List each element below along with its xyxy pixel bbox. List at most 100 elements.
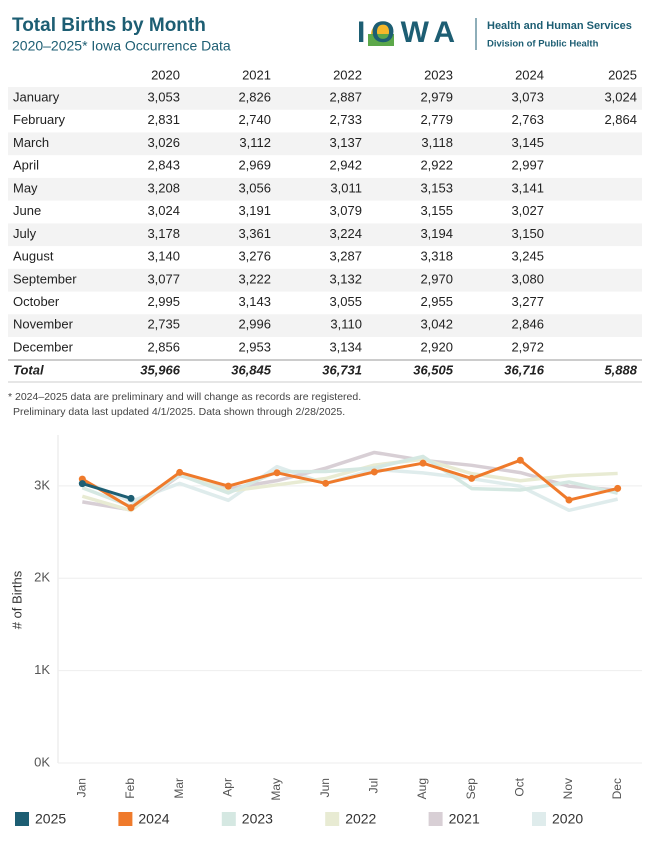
cell: 2,979 [420, 89, 453, 104]
legend-label: 2025 [35, 811, 66, 827]
cell: 3,191 [238, 203, 271, 218]
row-label: June [13, 203, 41, 218]
cell: 3,042 [420, 317, 453, 332]
legend-swatch [325, 812, 340, 826]
cell: 3,153 [420, 180, 453, 195]
point [176, 468, 184, 476]
cell: 2,831 [147, 112, 180, 127]
cell: 2,922 [420, 158, 453, 173]
row-label: October [13, 294, 60, 309]
chart: 0K 1K 2K 3K Jan Feb Mar Apr May Jun Jul Aug Sep Oct No… [34, 435, 642, 801]
cell: 3,224 [329, 226, 362, 241]
point [419, 459, 427, 467]
y-axis-label: # of Births [9, 570, 24, 629]
cell: 2,920 [420, 339, 453, 354]
legend-label: 2021 [449, 811, 480, 827]
y-tick-label: 1K [34, 662, 50, 677]
x-tick-label: Apr [221, 778, 235, 797]
column-header: 2023 [424, 67, 453, 82]
cell: 3,024 [604, 89, 637, 104]
cell: 2,856 [147, 339, 180, 354]
division: Division of Public Health [487, 39, 599, 50]
x-tick-label: Dec [610, 778, 624, 799]
legend-swatch [118, 812, 133, 826]
x-tick-label: Aug [415, 778, 429, 799]
total-cell: 36,716 [504, 362, 545, 377]
subtitle: 2020–2025* Iowa Occurrence Data [12, 38, 231, 54]
series-line [81, 458, 619, 510]
cell: 3,026 [147, 135, 180, 150]
cell: 3,053 [147, 89, 180, 104]
note: Preliminary data last updated 4/1/2025. … [13, 406, 345, 418]
cell: 2,826 [238, 89, 271, 104]
row-shade [8, 223, 642, 247]
point [224, 482, 232, 490]
point [78, 480, 86, 488]
row-label: February [13, 112, 66, 127]
x-tick-label: Feb [123, 778, 137, 799]
legend-label: 2023 [242, 811, 273, 827]
cell: 3,056 [238, 180, 271, 195]
cell: 3,318 [420, 249, 453, 264]
cell: 3,145 [511, 135, 544, 150]
cell: 3,077 [147, 271, 180, 286]
cell: 2,970 [420, 271, 453, 286]
point [127, 494, 135, 502]
cell: 3,277 [511, 294, 544, 309]
x-tick-label: Sep [464, 778, 478, 800]
cell: 3,208 [147, 180, 180, 195]
cell: 3,024 [147, 203, 180, 218]
cell: 3,079 [329, 203, 362, 218]
row-label: December [13, 339, 74, 354]
cell: 2,997 [511, 158, 544, 173]
row-label: July [13, 226, 37, 241]
row-shade [8, 132, 642, 156]
cell: 2,887 [329, 89, 362, 104]
cell: 3,073 [511, 89, 544, 104]
legend-swatch [15, 812, 29, 826]
logo: IOWA [357, 16, 461, 49]
total-cell: 36,845 [231, 362, 272, 377]
x-tick-label: May [269, 778, 283, 801]
point [468, 474, 476, 482]
cell: 3,080 [511, 271, 544, 286]
row-label: April [13, 158, 39, 173]
y-tick-label: 2K [34, 570, 50, 585]
row-label: November [13, 317, 74, 332]
row-shade [8, 268, 642, 292]
cell: 2,996 [238, 317, 271, 332]
cell: 3,178 [147, 226, 180, 241]
cell: 3,134 [329, 339, 362, 354]
note: * 2024–2025 data are preliminary and wil… [8, 391, 361, 403]
total-label: Total [13, 362, 44, 377]
cell: 3,361 [238, 226, 271, 241]
point [127, 504, 135, 512]
cell: 2,864 [604, 112, 637, 127]
row-shade [8, 177, 642, 201]
cell: 3,027 [511, 203, 544, 218]
cell: 3,118 [421, 135, 453, 150]
cell: 3,194 [420, 226, 453, 241]
cell: 2,733 [329, 112, 362, 127]
table: 2020 2021 2022 2023 2024 2025 January 3,053 2,82… [8, 67, 642, 383]
cell: 2,969 [238, 158, 271, 173]
legend-swatch [532, 812, 546, 826]
row-shade [8, 87, 642, 110]
x-tick-label: Jun [318, 778, 332, 797]
cell: 3,137 [329, 135, 362, 150]
row-label: September [13, 271, 77, 286]
legend-label: 2024 [138, 811, 169, 827]
column-header: 2024 [515, 67, 544, 82]
row-label: January [13, 89, 60, 104]
total-cell: 35,966 [140, 362, 181, 377]
cell: 3,143 [238, 294, 271, 309]
cell: 2,740 [238, 112, 271, 127]
total-cell: 36,731 [322, 362, 362, 377]
column-header: 2022 [333, 67, 362, 82]
cell: 2,779 [420, 112, 453, 127]
total-cell: 36,505 [413, 362, 454, 377]
cell: 2,953 [238, 339, 271, 354]
cell: 3,140 [147, 249, 180, 264]
agency: Health and Human Services [487, 20, 632, 32]
